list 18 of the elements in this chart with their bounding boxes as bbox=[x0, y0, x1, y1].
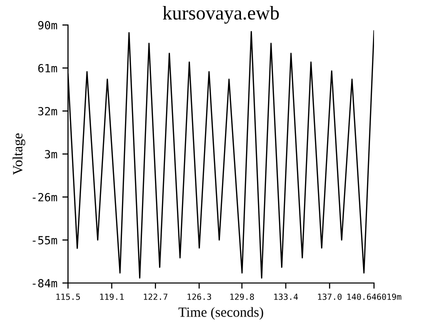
y-tick-label: -55m bbox=[32, 236, 58, 244]
x-tick-label: 119.1 bbox=[100, 294, 124, 300]
y-tick-label: 61m bbox=[38, 64, 58, 72]
y-tick-label: 90m bbox=[38, 21, 58, 30]
x-tick-label: 133.4 bbox=[274, 294, 298, 300]
x-tick-label: 129.8 bbox=[230, 294, 254, 300]
y-axis-title: Voltage bbox=[12, 133, 26, 175]
y-tick-label: 3m bbox=[44, 150, 58, 158]
y-tick-label: -84m bbox=[32, 279, 58, 288]
x-tick-label: 115.5 bbox=[56, 294, 80, 300]
x-axis-title: Time (seconds) bbox=[178, 307, 264, 320]
x-tick-label: 140.646019m bbox=[347, 294, 402, 300]
y-tick-label: 32m bbox=[38, 107, 58, 116]
chart-title: kursovaya.ewb bbox=[162, 6, 279, 24]
x-tick-label: 137.0 bbox=[318, 294, 342, 300]
x-tick-label: 126.3 bbox=[188, 294, 212, 300]
y-tick-label: -26m bbox=[32, 193, 58, 202]
x-tick-label: 122.7 bbox=[144, 294, 168, 300]
